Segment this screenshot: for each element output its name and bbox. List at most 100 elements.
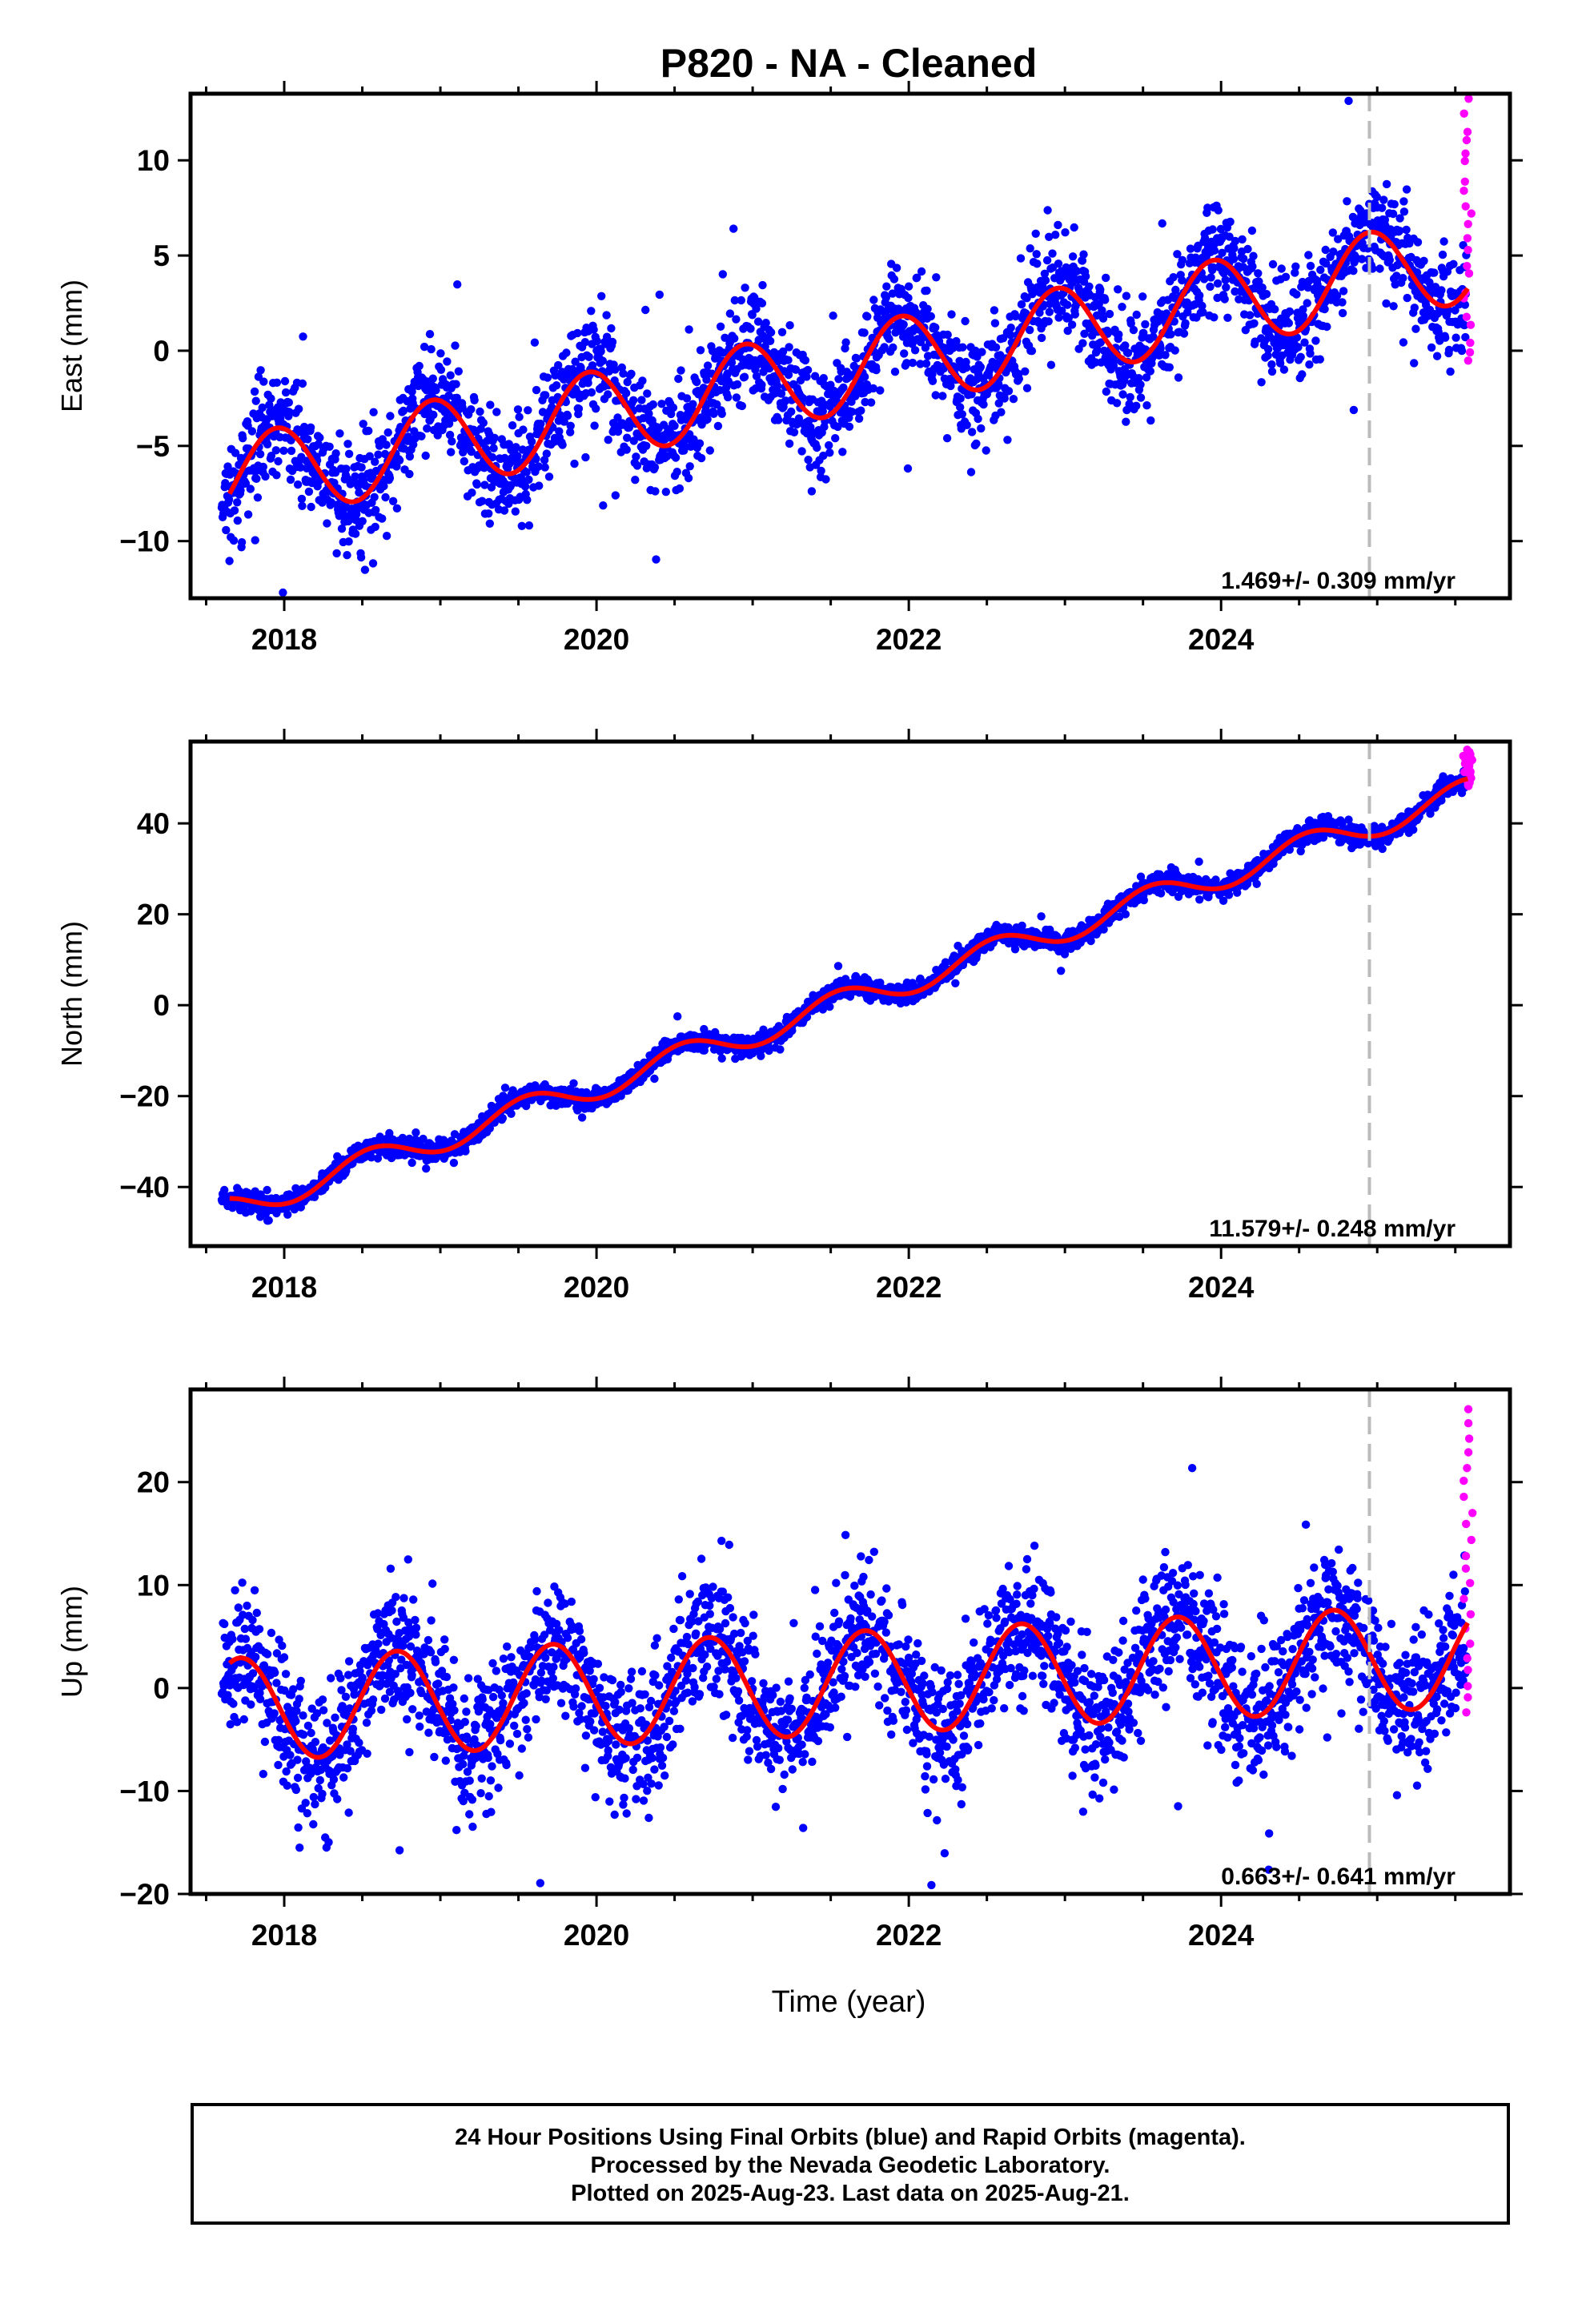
east-final-orbit-point	[1142, 401, 1151, 410]
north-final-orbit-point	[263, 1185, 271, 1195]
east-final-orbit-point	[1035, 308, 1044, 317]
east-final-orbit-point	[921, 359, 931, 368]
east-final-orbit-point	[931, 323, 940, 332]
east-final-orbit-point	[807, 487, 817, 496]
east-final-orbit-point	[946, 381, 955, 391]
east-final-orbit-point	[427, 344, 436, 354]
east-final-orbit-point	[613, 413, 622, 422]
north-final-orbit-point	[367, 1153, 376, 1162]
east-final-orbit-point	[1070, 223, 1078, 232]
east-final-orbit-point	[357, 463, 366, 472]
north-final-orbit-point	[412, 1128, 420, 1137]
east-final-orbit-point	[1412, 268, 1422, 277]
east-final-orbit-point	[1179, 329, 1189, 338]
east-final-orbit-point	[542, 449, 551, 458]
east-final-orbit-point	[484, 509, 493, 518]
east-final-orbit-point	[342, 464, 351, 473]
east-final-orbit-point	[880, 343, 889, 352]
east-final-orbit-point	[974, 414, 982, 424]
east-final-orbit-point	[1262, 290, 1271, 299]
east-final-orbit-point	[697, 453, 706, 463]
east-final-orbit-point	[1338, 308, 1347, 318]
east-final-orbit-point	[733, 380, 742, 389]
east-final-orbit-point	[938, 392, 947, 400]
east-final-orbit-point	[479, 418, 488, 428]
east-final-orbit-point	[703, 361, 713, 370]
east-final-orbit-point	[598, 356, 607, 365]
east-final-orbit-point	[917, 267, 926, 276]
east-final-orbit-point	[1146, 367, 1155, 376]
east-final-orbit-point	[1209, 263, 1218, 272]
east-final-orbit-point	[1246, 311, 1255, 320]
east-final-orbit-point	[445, 430, 455, 440]
east-final-orbit-point	[1388, 209, 1398, 219]
east-final-orbit-point	[1460, 300, 1470, 309]
north-y-tick-label: 40	[137, 807, 170, 840]
east-final-orbit-point	[651, 487, 660, 496]
east-final-orbit-point	[922, 286, 931, 296]
east-final-orbit-point	[1343, 197, 1351, 206]
east-rapid-orbit-point	[1461, 149, 1470, 158]
east-final-orbit-point	[436, 365, 446, 374]
east-final-orbit-point	[1439, 237, 1448, 246]
east-final-orbit-point	[757, 299, 767, 308]
east-final-orbit-point	[1322, 259, 1331, 268]
north-final-orbit-point	[373, 1154, 383, 1163]
north-final-orbit-point	[1037, 912, 1046, 921]
east-final-orbit-point	[777, 389, 786, 398]
east-x-tick-label: 2018	[251, 623, 317, 656]
east-final-orbit-point	[1169, 273, 1178, 282]
east-final-orbit-point	[1105, 309, 1114, 319]
east-final-orbit-point	[889, 343, 897, 352]
east-final-orbit-point	[478, 497, 487, 505]
east-final-orbit-point	[990, 306, 999, 315]
east-final-orbit-point	[1461, 332, 1470, 342]
east-final-orbit-point	[524, 406, 532, 415]
east-final-orbit-point	[443, 357, 452, 366]
east-final-orbit-point	[519, 425, 528, 434]
east-final-orbit-point	[452, 380, 460, 388]
east-rate-label: 1.469+/- 0.309 mm/yr	[1221, 568, 1456, 594]
east-final-orbit-point	[274, 456, 283, 466]
east-final-orbit-point	[315, 433, 324, 442]
east-y-tick-label: 5	[153, 239, 170, 272]
east-final-orbit-point	[383, 428, 392, 437]
east-final-orbit-point	[1207, 273, 1215, 282]
east-final-orbit-point	[1114, 330, 1123, 339]
east-final-orbit-point	[1141, 320, 1150, 329]
east-final-orbit-point	[323, 519, 331, 528]
east-final-orbit-point	[379, 481, 388, 491]
east-final-orbit-point	[382, 440, 391, 449]
east-final-orbit-point	[261, 472, 270, 481]
east-final-orbit-point	[670, 421, 679, 430]
east-final-orbit-point	[409, 440, 418, 449]
east-final-orbit-point	[1126, 392, 1134, 402]
east-final-orbit-point	[1395, 214, 1404, 223]
east-final-orbit-point	[1118, 390, 1127, 399]
east-final-orbit-point	[335, 429, 344, 438]
east-final-orbit-point	[532, 385, 541, 395]
east-final-orbit-point	[650, 463, 660, 472]
east-final-orbit-point	[523, 496, 532, 505]
east-final-orbit-point	[765, 364, 774, 373]
east-final-orbit-point	[801, 356, 810, 365]
east-final-orbit-point	[669, 403, 678, 412]
east-final-orbit-point	[233, 516, 242, 525]
east-final-orbit-point	[622, 445, 631, 454]
north-data-points	[217, 746, 1477, 1225]
east-final-orbit-point	[421, 451, 430, 460]
east-final-orbit-point	[913, 273, 921, 282]
east-final-orbit-point	[371, 505, 380, 515]
east-final-orbit-point	[299, 422, 309, 432]
east-final-orbit-point	[637, 396, 646, 404]
east-final-orbit-point	[395, 456, 404, 464]
east-final-orbit-point	[513, 452, 522, 460]
east-final-orbit-point	[512, 443, 520, 452]
east-final-orbit-point	[753, 317, 763, 326]
east-final-orbit-point	[425, 330, 435, 339]
east-final-orbit-point	[1411, 324, 1420, 333]
east-final-orbit-point	[639, 414, 648, 423]
figure-title: P820 - NA - Cleaned	[661, 41, 1038, 86]
east-final-orbit-point	[716, 322, 725, 331]
east-final-orbit-point	[1048, 249, 1057, 258]
